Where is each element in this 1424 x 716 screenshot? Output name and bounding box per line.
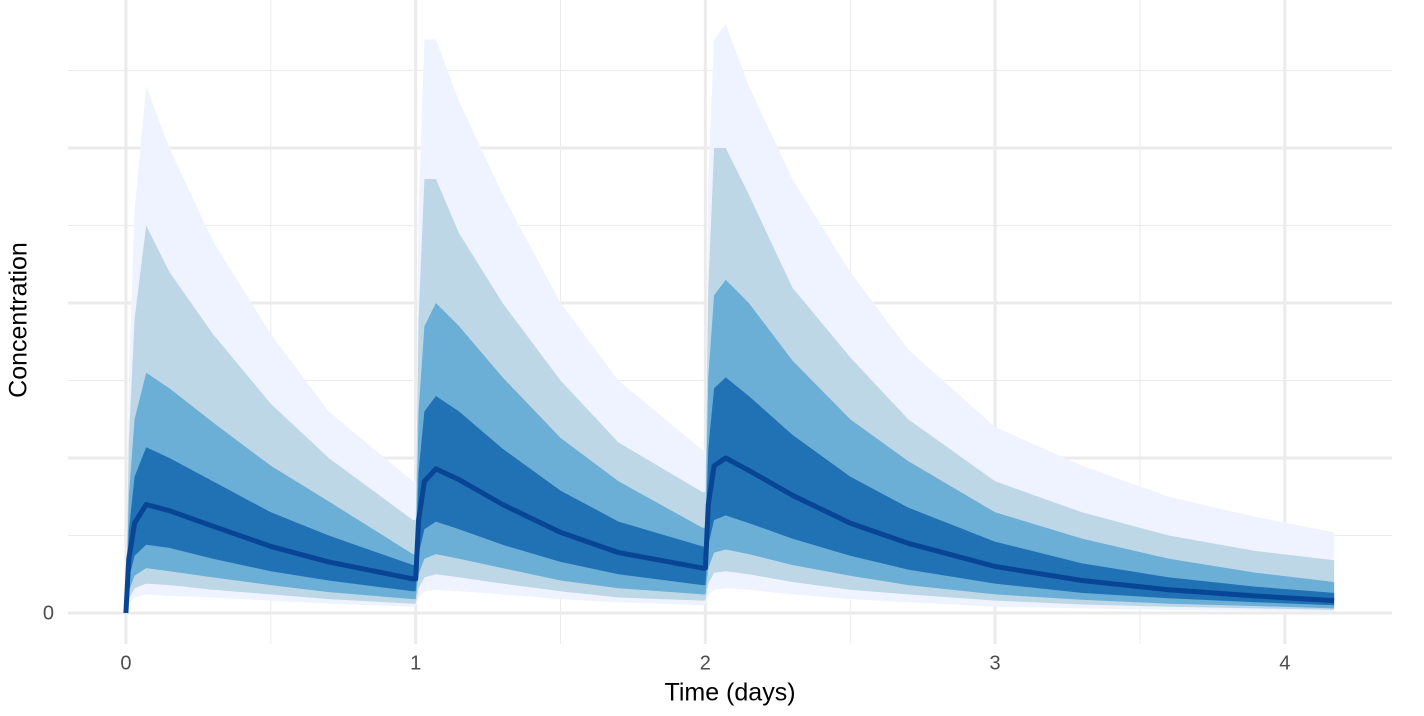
x-tick-label: 1: [410, 652, 421, 674]
x-axis-title: Time (days): [664, 679, 795, 707]
x-tick-label: 4: [1279, 652, 1290, 674]
x-tick-label: 2: [700, 652, 711, 674]
median-line: [123, 455, 1335, 614]
quantile-band: [125, 377, 1335, 613]
y-tick-label: 0: [43, 602, 54, 624]
labels: Time (days) Concentration 0 0 1 2 3 4: [5, 242, 1291, 706]
x-tick-label: 3: [990, 652, 1001, 674]
bands: [123, 24, 1335, 614]
x-tick-label: 0: [120, 652, 131, 674]
y-axis-title: Concentration: [5, 242, 33, 398]
